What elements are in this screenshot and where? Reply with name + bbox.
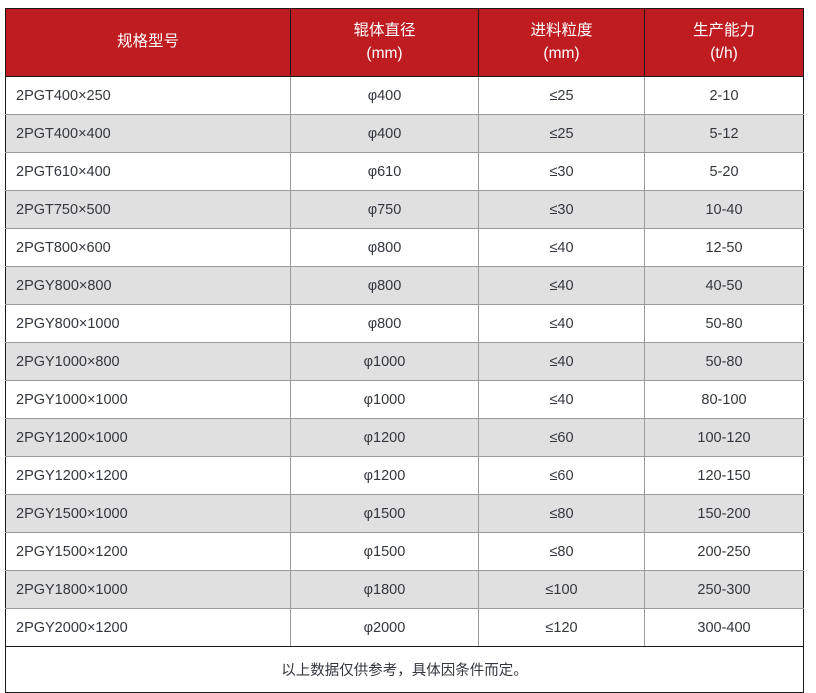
- cell-roller-diameter: φ800: [290, 304, 479, 343]
- cell-feed-size: ≤40: [478, 266, 645, 305]
- cell-feed-size: ≤60: [478, 456, 645, 495]
- cell-feed-size: ≤40: [478, 342, 645, 381]
- cell-feed-size: ≤120: [478, 608, 645, 647]
- cell-model: 2PGT400×400: [5, 114, 291, 153]
- cell-model: 2PGY800×800: [5, 266, 291, 305]
- specification-table: 规格型号 辊体直径 (mm) 进料粒度 (mm) 生产能力 (t/h) 2PGT…: [5, 8, 804, 693]
- table-footnote: 以上数据仅供参考，具体因条件而定。: [5, 646, 804, 693]
- cell-model: 2PGY2000×1200: [5, 608, 291, 647]
- table-row: 2PGT800×600 φ800 ≤40 12-50: [5, 228, 804, 267]
- column-header-feed-size-title: 进料粒度: [530, 22, 593, 40]
- cell-roller-diameter: φ400: [290, 76, 479, 115]
- table-row: 2PGT400×400 φ400 ≤25 5-12: [5, 114, 804, 153]
- table-row: 2PGT750×500 φ750 ≤30 10-40: [5, 190, 804, 229]
- column-header-roller-diameter: 辊体直径 (mm): [290, 8, 479, 77]
- cell-model: 2PGY1200×1200: [5, 456, 291, 495]
- cell-roller-diameter: φ1200: [290, 456, 479, 495]
- cell-capacity: 5-20: [644, 152, 804, 191]
- table-footnote-row: 以上数据仅供参考，具体因条件而定。: [5, 646, 804, 693]
- column-header-capacity-title: 生产能力: [692, 22, 755, 40]
- cell-model: 2PGY1800×1000: [5, 570, 291, 609]
- cell-feed-size: ≤100: [478, 570, 645, 609]
- column-header-feed-size: 进料粒度 (mm): [478, 8, 645, 77]
- column-header-roller-diameter-unit: (mm): [366, 44, 403, 62]
- table-header-row: 规格型号 辊体直径 (mm) 进料粒度 (mm) 生产能力 (t/h): [5, 8, 804, 77]
- cell-roller-diameter: φ800: [290, 228, 479, 267]
- table-row: 2PGY1500×1000 φ1500 ≤80 150-200: [5, 494, 804, 533]
- cell-feed-size: ≤40: [478, 304, 645, 343]
- cell-roller-diameter: φ1000: [290, 380, 479, 419]
- table-row: 2PGY1200×1200 φ1200 ≤60 120-150: [5, 456, 804, 495]
- specification-table-container: 规格型号 辊体直径 (mm) 进料粒度 (mm) 生产能力 (t/h) 2PGT…: [5, 8, 804, 693]
- table-header: 规格型号 辊体直径 (mm) 进料粒度 (mm) 生产能力 (t/h): [5, 8, 804, 77]
- table-row: 2PGY2000×1200 φ2000 ≤120 300-400: [5, 608, 804, 647]
- cell-roller-diameter: φ1800: [290, 570, 479, 609]
- column-header-capacity: 生产能力 (t/h): [644, 8, 804, 77]
- cell-model: 2PGT750×500: [5, 190, 291, 229]
- cell-roller-diameter: φ1500: [290, 532, 479, 571]
- cell-model: 2PGT610×400: [5, 152, 291, 191]
- cell-model: 2PGT800×600: [5, 228, 291, 267]
- cell-roller-diameter: φ610: [290, 152, 479, 191]
- cell-model: 2PGY1200×1000: [5, 418, 291, 457]
- cell-roller-diameter: φ400: [290, 114, 479, 153]
- cell-roller-diameter: φ1000: [290, 342, 479, 381]
- cell-feed-size: ≤30: [478, 152, 645, 191]
- cell-feed-size: ≤40: [478, 228, 645, 267]
- cell-capacity: 2-10: [644, 76, 804, 115]
- cell-feed-size: ≤80: [478, 532, 645, 571]
- cell-model: 2PGY1500×1000: [5, 494, 291, 533]
- cell-roller-diameter: φ1200: [290, 418, 479, 457]
- cell-feed-size: ≤25: [478, 76, 645, 115]
- cell-capacity: 12-50: [644, 228, 804, 267]
- cell-feed-size: ≤60: [478, 418, 645, 457]
- cell-capacity: 150-200: [644, 494, 804, 533]
- column-header-capacity-unit: (t/h): [710, 44, 738, 62]
- cell-model: 2PGT400×250: [5, 76, 291, 115]
- cell-roller-diameter: φ2000: [290, 608, 479, 647]
- cell-capacity: 100-120: [644, 418, 804, 457]
- cell-capacity: 40-50: [644, 266, 804, 305]
- column-header-model-title: 规格型号: [116, 33, 179, 51]
- cell-capacity: 250-300: [644, 570, 804, 609]
- cell-model: 2PGY1500×1200: [5, 532, 291, 571]
- table-row: 2PGY1800×1000 φ1800 ≤100 250-300: [5, 570, 804, 609]
- cell-feed-size: ≤25: [478, 114, 645, 153]
- table-body: 2PGT400×250 φ400 ≤25 2-10 2PGT400×400 φ400 ≤25…: [5, 76, 804, 693]
- cell-capacity: 5-12: [644, 114, 804, 153]
- table-row: 2PGY1000×1000 φ1000 ≤40 80-100: [5, 380, 804, 419]
- cell-capacity: 50-80: [644, 304, 804, 343]
- table-row: 2PGY800×1000 φ800 ≤40 50-80: [5, 304, 804, 343]
- cell-feed-size: ≤30: [478, 190, 645, 229]
- table-row: 2PGT400×250 φ400 ≤25 2-10: [5, 76, 804, 115]
- cell-capacity: 200-250: [644, 532, 804, 571]
- cell-capacity: 120-150: [644, 456, 804, 495]
- cell-capacity: 50-80: [644, 342, 804, 381]
- table-row: 2PGY1000×800 φ1000 ≤40 50-80: [5, 342, 804, 381]
- cell-model: 2PGY1000×1000: [5, 380, 291, 419]
- cell-capacity: 80-100: [644, 380, 804, 419]
- column-header-feed-size-unit: (mm): [543, 44, 580, 62]
- table-row: 2PGY1200×1000 φ1200 ≤60 100-120: [5, 418, 804, 457]
- cell-roller-diameter: φ1500: [290, 494, 479, 533]
- cell-model: 2PGY800×1000: [5, 304, 291, 343]
- cell-feed-size: ≤80: [478, 494, 645, 533]
- table-row: 2PGT610×400 φ610 ≤30 5-20: [5, 152, 804, 191]
- cell-model: 2PGY1000×800: [5, 342, 291, 381]
- column-header-model: 规格型号: [5, 8, 291, 77]
- column-header-roller-diameter-title: 辊体直径: [353, 22, 416, 40]
- cell-capacity: 300-400: [644, 608, 804, 647]
- table-row: 2PGY1500×1200 φ1500 ≤80 200-250: [5, 532, 804, 571]
- cell-roller-diameter: φ750: [290, 190, 479, 229]
- cell-roller-diameter: φ800: [290, 266, 479, 305]
- table-row: 2PGY800×800 φ800 ≤40 40-50: [5, 266, 804, 305]
- cell-capacity: 10-40: [644, 190, 804, 229]
- cell-feed-size: ≤40: [478, 380, 645, 419]
